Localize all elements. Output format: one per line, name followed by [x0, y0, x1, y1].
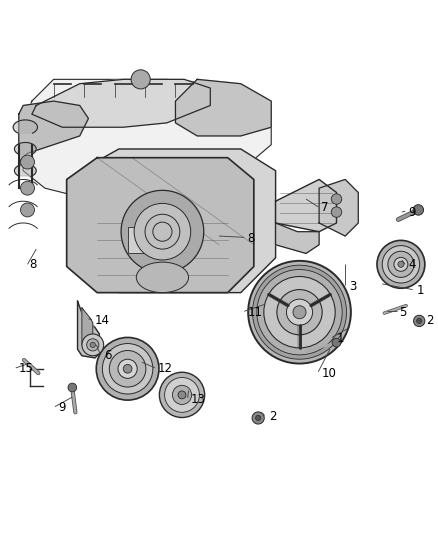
- Circle shape: [102, 344, 153, 394]
- Circle shape: [121, 190, 204, 273]
- Circle shape: [21, 155, 35, 169]
- Circle shape: [331, 207, 342, 217]
- Polygon shape: [32, 79, 210, 127]
- Text: 1: 1: [417, 284, 424, 297]
- Text: 2: 2: [269, 410, 276, 423]
- Circle shape: [134, 204, 191, 260]
- Circle shape: [21, 203, 35, 217]
- Text: 12: 12: [158, 362, 173, 375]
- Circle shape: [110, 351, 146, 387]
- Circle shape: [417, 318, 422, 324]
- Circle shape: [165, 377, 199, 413]
- Text: 14: 14: [95, 314, 110, 327]
- Text: 10: 10: [321, 367, 336, 379]
- Polygon shape: [276, 180, 336, 232]
- Polygon shape: [14, 142, 36, 154]
- Text: 9: 9: [58, 401, 65, 415]
- Ellipse shape: [136, 262, 188, 293]
- Circle shape: [159, 372, 205, 417]
- Circle shape: [413, 205, 424, 215]
- Polygon shape: [276, 223, 319, 254]
- Circle shape: [173, 385, 191, 405]
- Circle shape: [398, 261, 404, 268]
- Polygon shape: [67, 158, 254, 293]
- Text: 4: 4: [408, 258, 416, 271]
- Circle shape: [286, 299, 313, 325]
- Circle shape: [413, 315, 425, 327]
- Polygon shape: [319, 180, 358, 236]
- Text: 11: 11: [247, 306, 262, 319]
- Text: 9: 9: [408, 206, 416, 219]
- Text: 13: 13: [191, 393, 205, 406]
- Circle shape: [178, 391, 186, 399]
- Text: 15: 15: [19, 362, 34, 375]
- Circle shape: [264, 277, 335, 348]
- Text: 1: 1: [336, 332, 344, 345]
- Circle shape: [255, 415, 261, 421]
- Polygon shape: [176, 79, 271, 136]
- Polygon shape: [19, 101, 88, 162]
- Circle shape: [96, 337, 159, 400]
- Circle shape: [388, 251, 414, 277]
- Polygon shape: [82, 308, 93, 351]
- Text: 7: 7: [321, 201, 329, 214]
- Circle shape: [131, 70, 150, 89]
- Circle shape: [382, 246, 420, 283]
- Circle shape: [118, 359, 137, 378]
- Circle shape: [332, 338, 341, 347]
- Polygon shape: [13, 120, 38, 133]
- Circle shape: [90, 342, 95, 348]
- Text: 8: 8: [30, 258, 37, 271]
- Polygon shape: [14, 164, 36, 176]
- Text: 5: 5: [399, 306, 407, 319]
- Circle shape: [248, 261, 351, 364]
- Circle shape: [123, 365, 132, 373]
- Text: 2: 2: [426, 314, 433, 327]
- Text: 3: 3: [350, 280, 357, 293]
- Circle shape: [331, 194, 342, 204]
- Circle shape: [252, 412, 264, 424]
- Text: 8: 8: [247, 232, 254, 245]
- Polygon shape: [78, 301, 99, 358]
- Circle shape: [394, 257, 408, 271]
- Circle shape: [253, 265, 346, 359]
- Circle shape: [277, 289, 322, 335]
- Circle shape: [257, 270, 342, 355]
- Polygon shape: [80, 149, 276, 293]
- Circle shape: [87, 339, 99, 351]
- Circle shape: [82, 334, 104, 356]
- Circle shape: [377, 240, 425, 288]
- Circle shape: [68, 383, 77, 392]
- FancyBboxPatch shape: [127, 228, 171, 254]
- Text: 6: 6: [104, 349, 111, 362]
- Circle shape: [293, 305, 306, 319]
- Circle shape: [21, 181, 35, 195]
- Polygon shape: [23, 79, 271, 206]
